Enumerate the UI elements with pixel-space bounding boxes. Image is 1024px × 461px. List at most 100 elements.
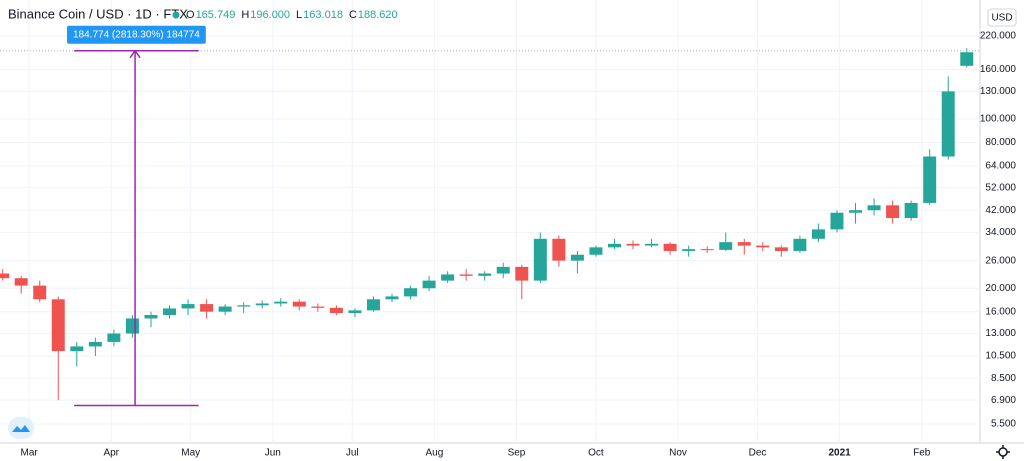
candle-body — [533, 238, 547, 281]
candle-body — [218, 306, 232, 312]
candle-body — [496, 266, 510, 274]
candle-body — [478, 273, 492, 276]
x-tick-label: Aug — [425, 448, 443, 459]
currency-label: USD — [991, 13, 1012, 24]
status-dot — [172, 11, 180, 19]
x-tick-label: Sep — [508, 448, 526, 459]
ohlc-value: 165.749 — [196, 9, 236, 21]
candle-body — [756, 245, 770, 248]
candle-body — [811, 229, 825, 239]
ohlc-value: 163.018 — [303, 9, 343, 21]
arrow-head — [129, 49, 141, 59]
candle-body — [292, 301, 306, 307]
candle-body — [163, 308, 177, 316]
measure-label-box — [67, 25, 206, 44]
candle-body — [459, 274, 473, 276]
candle-body — [255, 303, 269, 306]
candle-body — [886, 205, 900, 218]
y-tick-label: 6.900 — [991, 395, 1016, 406]
y-tick-label: 34.000 — [985, 227, 1016, 238]
candle-body — [366, 299, 380, 311]
candle-body — [589, 247, 603, 255]
candle-body — [33, 285, 47, 300]
candle-body — [793, 238, 807, 251]
candle-body — [645, 243, 659, 246]
candle-body — [0, 273, 10, 279]
chart-title: Binance Coin / USD · 1D · FTX — [8, 6, 188, 21]
candle-body — [849, 210, 863, 213]
y-tick-label: 13.000 — [985, 328, 1016, 339]
candle-body — [404, 288, 418, 297]
y-tick-label: 52.000 — [985, 182, 1016, 193]
y-tick-label: 80.000 — [985, 137, 1016, 148]
candle-body — [515, 266, 529, 281]
candle-body — [237, 305, 251, 307]
candle-body — [274, 301, 288, 304]
settings-icon[interactable] — [996, 445, 1010, 459]
candle-body — [51, 299, 65, 352]
ohlc-key: L — [296, 9, 302, 21]
x-tick-label: Jun — [265, 448, 281, 459]
candle-body — [14, 278, 28, 286]
x-tick-label: Oct — [588, 448, 604, 459]
candle-body — [570, 254, 584, 261]
logo[interactable] — [8, 417, 34, 439]
measure-label: 184.774 (2818.30%) 184774 — [73, 29, 200, 40]
ohlc-value: 188.620 — [358, 9, 398, 21]
y-tick-label: 64.000 — [985, 161, 1016, 172]
candle-body — [904, 202, 918, 218]
y-tick-label: 20.000 — [985, 283, 1016, 294]
candle-body — [607, 243, 621, 248]
candle-body — [385, 296, 399, 300]
candle-body — [144, 315, 158, 319]
candle-body — [422, 280, 436, 289]
candle-body — [941, 91, 955, 157]
candle-body — [960, 52, 974, 66]
candle-body — [774, 247, 788, 251]
y-tick-label: 220.000 — [980, 31, 1017, 42]
ohlc-legend: O 165.749 H 196.000 L 163.018 C 188.620 — [186, 9, 398, 21]
candle-body — [867, 205, 881, 211]
x-tick-label: Apr — [103, 448, 119, 459]
y-tick-label: 26.000 — [985, 255, 1016, 266]
candle-body — [737, 242, 751, 246]
candle-body — [329, 307, 343, 314]
x-tick-label: Jul — [346, 448, 359, 459]
y-tick-label: 8.500 — [991, 373, 1016, 384]
ohlc-key: H — [241, 9, 249, 21]
candle-body — [682, 249, 696, 251]
axes: 5.500 6.900 8.500 10.500 13.000 16.000 20.000 2… — [21, 31, 1017, 459]
candle-body — [700, 249, 714, 251]
candle-body — [181, 304, 195, 309]
grid — [0, 0, 980, 443]
candle-body — [70, 346, 84, 352]
x-tick-label: Mar — [21, 448, 39, 459]
y-tick-label: 100.000 — [980, 114, 1017, 125]
candle-body — [923, 156, 937, 203]
candle-body — [200, 304, 214, 312]
candle-body — [125, 318, 139, 334]
plot: 184.774 (2818.30%) 184774 — [0, 25, 980, 407]
x-tick-label: Feb — [913, 448, 931, 459]
x-tick-label: 2021 — [828, 448, 851, 459]
candle-body — [830, 212, 844, 230]
candle-body — [88, 341, 102, 347]
y-tick-label: 130.000 — [980, 86, 1017, 97]
candle-body — [107, 333, 121, 342]
candle-body — [552, 238, 566, 261]
y-tick-label: 160.000 — [980, 64, 1017, 75]
y-tick-label: 10.500 — [985, 351, 1016, 362]
candle-body — [663, 243, 677, 251]
candle-body — [719, 242, 733, 250]
y-tick-label: 42.000 — [985, 205, 1016, 216]
y-tick-label: 5.500 — [991, 419, 1016, 430]
ohlc-value: 196.000 — [250, 9, 290, 21]
x-tick-label: May — [181, 448, 200, 459]
candle-body — [311, 306, 325, 308]
ohlc-key: O — [186, 9, 195, 21]
x-tick-label: Dec — [749, 448, 767, 459]
x-tick-label: Nov — [669, 448, 687, 459]
currency-badge[interactable] — [987, 8, 1017, 27]
candle-body — [348, 310, 362, 314]
